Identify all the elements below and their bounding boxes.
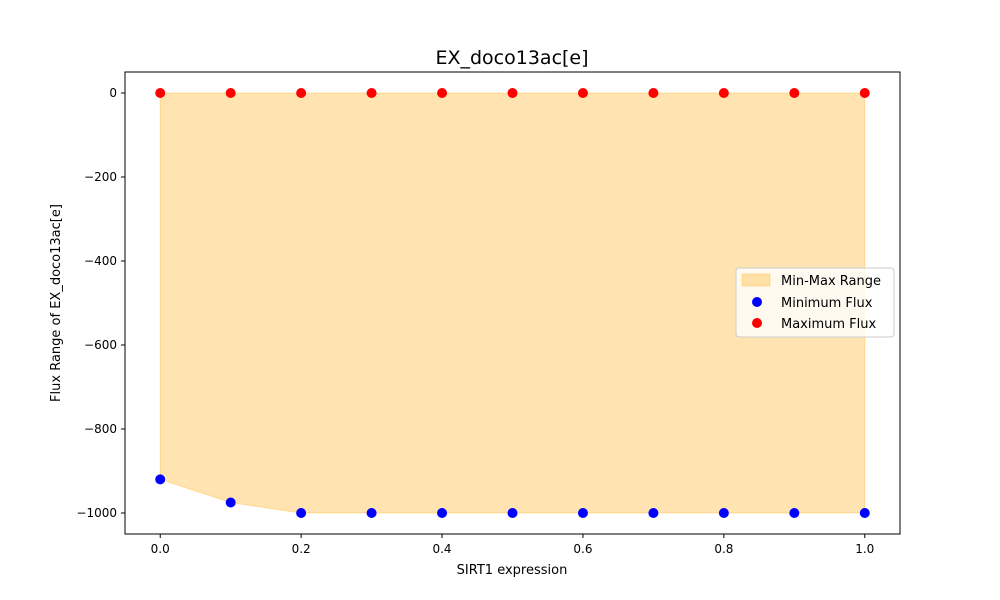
legend-swatch-min-max-range [741,273,771,287]
legend-marker-minimum-flux [752,297,762,307]
minimum-flux-point [296,508,307,518]
minimum-flux-point [859,508,870,518]
y-tick-label: −1000 [76,506,117,520]
maximum-flux-point [718,88,729,98]
y-axis-label: Flux Range of EX_doco13ac[e] [49,204,64,402]
legend-box [735,267,895,338]
maximum-flux-point [366,88,377,98]
x-tick-label: 0.8 [714,542,733,556]
legend-label-maximum-flux: Maximum Flux [781,317,877,332]
maximum-flux-point [225,88,236,98]
maximum-flux-point [789,88,800,98]
minimum-flux-point [437,508,448,518]
y-tick-label: −200 [84,170,117,184]
x-tick-label: 0.0 [151,542,170,556]
x-tick-label: 1.0 [855,542,874,556]
legend: Min-Max Range Minimum Flux Maximum Flux [735,267,895,338]
legend-label-min-max-range: Min-Max Range [781,274,881,289]
minimum-flux-point [648,508,659,518]
x-tick-label: 0.4 [432,542,451,556]
maximum-flux-point [155,88,166,98]
plot-area [155,88,870,518]
x-tick-label: 0.2 [292,542,311,556]
x-tick-label: 0.6 [573,542,592,556]
x-axis: 0.0 0.2 0.4 0.6 0.8 1.0 [151,534,874,556]
maximum-flux-point [648,88,659,98]
minimum-flux-point [225,497,236,508]
y-axis: 0 −200 −400 −600 −800 −1000 [76,86,125,520]
axes-frame [124,71,901,535]
maximum-flux-point [577,88,588,98]
minimum-flux-point [507,508,518,518]
minimum-flux-point [789,508,800,518]
maximum-flux-point [437,88,448,98]
y-tick-label: 0 [109,86,117,100]
minimum-flux-point [366,508,377,518]
minimum-flux-point [155,474,166,485]
chart-title: EX_doco13ac[e] [435,47,588,69]
legend-marker-maximum-flux [752,318,762,328]
y-tick-label: −600 [84,338,117,352]
maximum-flux-point [507,88,518,98]
y-tick-label: −400 [84,254,117,268]
maximum-flux-point [296,88,307,98]
minimum-flux-point [718,508,729,518]
x-axis-label: SIRT1 expression [457,563,568,578]
maximum-flux-point [859,88,870,98]
y-tick-label: −800 [84,422,117,436]
minimum-flux-point [577,508,588,518]
legend-label-minimum-flux: Minimum Flux [781,296,873,311]
